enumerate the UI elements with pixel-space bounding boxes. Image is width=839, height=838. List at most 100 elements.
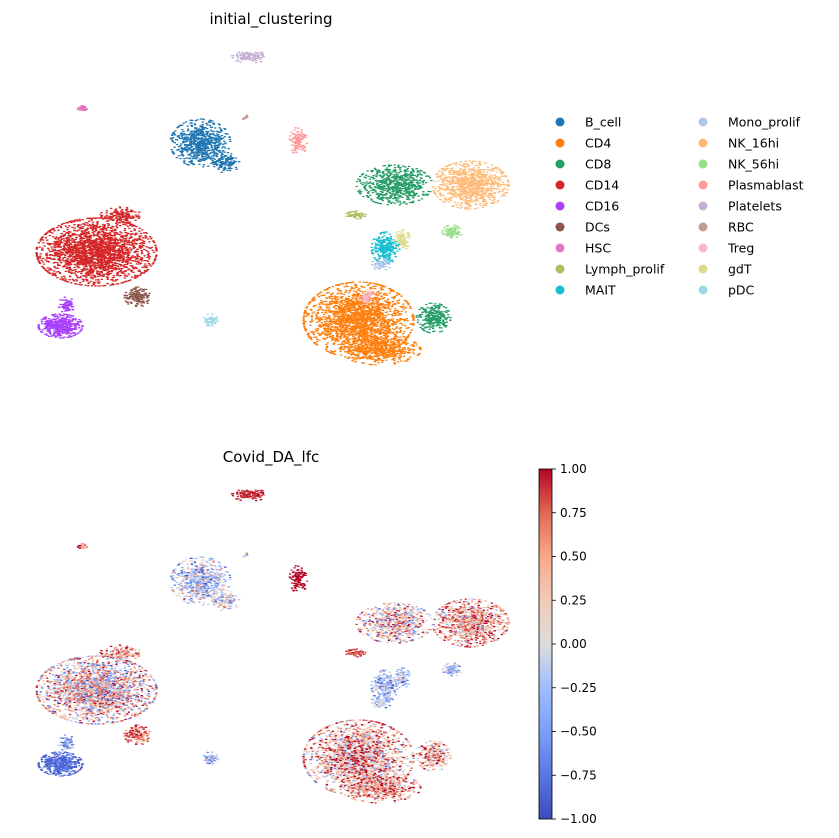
cluster-points <box>35 51 510 366</box>
cluster-points-NK_16hi <box>431 160 510 210</box>
lfc-points-CD8 <box>358 606 430 643</box>
legend-label: CD16 <box>585 199 619 214</box>
legend-marker <box>698 117 708 127</box>
lfc-points-NK_16hi <box>433 599 510 644</box>
lfc-points-Treg <box>363 731 373 742</box>
legend-marker <box>698 159 708 169</box>
legend-label: DCs <box>585 220 610 235</box>
colorbar-tick-label: −0.75 <box>560 768 597 782</box>
colorbar-tick-label: 0.75 <box>560 506 587 520</box>
lfc-points-CD8 <box>426 749 448 760</box>
lfc-points-NK_56hi <box>449 665 453 672</box>
cluster-points-CD14 <box>35 217 158 287</box>
legend-marker <box>555 264 565 274</box>
lfc-points-CD16 <box>50 752 72 775</box>
lfc-points-B_cell <box>213 596 236 610</box>
legend-label: NK_16hi <box>728 136 779 151</box>
lfc-points-pDC <box>206 751 214 761</box>
legend-label: Mono_prolif <box>728 115 801 130</box>
lfc-points-CD4 <box>359 777 408 799</box>
legend-entry: CD14 <box>555 178 619 193</box>
legend-entry: Lymph_prolif <box>555 262 665 277</box>
legend-entry: NK_16hi <box>698 136 779 151</box>
lfc-points-CD8 <box>370 609 426 641</box>
lfc-points-Mono_prolif <box>384 697 389 701</box>
lfc-points-NK_16hi <box>439 604 496 639</box>
legend-label: pDC <box>728 283 755 298</box>
lfc-points-CD8 <box>376 608 400 639</box>
legend-entry: RBC <box>698 220 754 235</box>
lfc-points-gdT <box>393 671 403 686</box>
lfc-points-B_cell <box>228 599 233 603</box>
lfc-points-DCs <box>123 726 149 744</box>
legend-marker <box>555 159 565 169</box>
legend-marker <box>698 285 708 295</box>
legend-marker <box>698 138 708 148</box>
legend-entry: NK_56hi <box>698 157 779 172</box>
lfc-points <box>35 489 510 804</box>
legend-label: RBC <box>728 220 754 235</box>
lfc-points-Plasmablast <box>288 565 308 592</box>
lfc-points-CD4 <box>339 774 422 804</box>
lfc-points-Treg <box>361 732 373 744</box>
lfc-points-Platelets <box>236 489 265 500</box>
legend-marker <box>555 285 565 295</box>
colorbar-ticks: 1.00 0.75 0.50 0.25 0.00 −0.25 −0.50 −0.75 −1.00 <box>552 462 597 826</box>
cluster-points-pDC <box>202 313 220 327</box>
lfc-points-Lymph_prolif <box>347 650 367 657</box>
colorbar-tick-label: 0.25 <box>560 593 587 607</box>
legend-label: gdT <box>728 262 752 277</box>
legend-label: NK_56hi <box>728 157 779 172</box>
colorbar-tick-label: 0.50 <box>560 550 587 564</box>
cluster-points-DCs <box>123 286 151 308</box>
lfc-points-CD8 <box>374 607 415 642</box>
legend-entry: CD16 <box>555 199 619 214</box>
lfc-points-NK_16hi <box>437 600 510 643</box>
legend-marker <box>555 180 565 190</box>
lfc-points-Treg <box>362 733 372 740</box>
cluster-points-Platelets <box>230 51 265 64</box>
legend-entry: CD4 <box>555 136 611 151</box>
lfc-points-CD14 <box>113 649 132 657</box>
lfc-points-CD16 <box>38 751 84 776</box>
umap-panel-lfc: Covid_DA_lfc 1.00 0.75 0.50 0.25 0.00 −0.25 −0… <box>35 448 597 826</box>
legend-marker <box>698 264 708 274</box>
lfc-points-Treg <box>362 728 372 741</box>
cluster-points-CD14 <box>99 206 141 224</box>
lfc-points-Mono_prolif <box>375 704 391 707</box>
colorbar-gradient <box>538 468 553 820</box>
cluster-points-Plasmablast <box>288 127 309 154</box>
cluster-points-RBC <box>241 114 249 120</box>
legend-label: HSC <box>585 241 611 256</box>
legend-label: B_cell <box>585 115 621 130</box>
legend-label: CD8 <box>585 157 611 172</box>
cluster-points-Lymph_prolif <box>345 210 367 220</box>
cluster-points-CD16 <box>37 313 84 339</box>
legend-label: Treg <box>727 241 754 256</box>
legend-entry: Plasmablast <box>698 178 804 193</box>
lfc-points-CD16 <box>60 736 74 749</box>
legend-entry: Platelets <box>698 199 782 214</box>
lfc-points-CD8 <box>416 742 446 772</box>
umap-panel-clustering: initial_clustering B_cell CD4 CD8 CD14 CD16 D… <box>35 10 804 366</box>
lfc-points-gdT <box>397 678 404 681</box>
cluster-points-Mono_prolif <box>370 258 392 271</box>
lfc-points-Mono_prolif <box>377 699 382 707</box>
lfc-points-CD4 <box>352 778 421 793</box>
lfc-points-gdT <box>400 681 405 683</box>
legend-marker <box>698 243 708 253</box>
legend-entry: pDC <box>698 283 755 298</box>
legend-marker <box>555 243 565 253</box>
lfc-points-NK_16hi <box>464 607 481 627</box>
lfc-points-HSC <box>81 544 87 548</box>
legend-label: Plasmablast <box>728 178 804 193</box>
cluster-points-CD16 <box>57 296 75 313</box>
legend-entry: HSC <box>555 241 611 256</box>
legend-label: CD4 <box>585 136 611 151</box>
lfc-points-Mono_prolif <box>374 696 386 708</box>
cluster-points-B_cell <box>169 118 232 168</box>
lfc-points-B_cell <box>220 596 233 604</box>
legend-entry: Treg <box>698 241 754 256</box>
legend-label: Platelets <box>728 199 782 214</box>
lfc-points-CD8 <box>355 607 422 634</box>
